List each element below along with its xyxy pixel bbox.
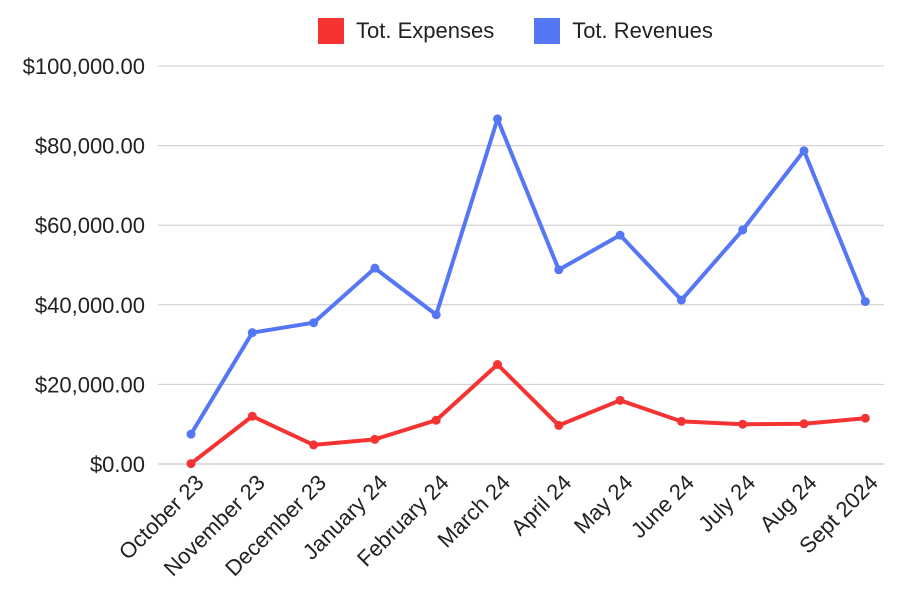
legend-swatch-revenues — [534, 18, 561, 44]
legend-label-revenues: Tot. Revenues — [572, 18, 713, 43]
legend: Tot. Expenses Tot. Revenues — [318, 18, 713, 44]
y-tick-label: $100,000.00 — [23, 54, 145, 79]
data-point-0 — [493, 360, 502, 369]
legend-item-revenues: Tot. Revenues — [534, 18, 713, 44]
data-point-1 — [370, 263, 380, 273]
data-point-1 — [554, 265, 564, 275]
data-point-1 — [247, 328, 257, 338]
data-point-0 — [738, 419, 748, 429]
y-tick-label: $0.00 — [90, 452, 145, 477]
y-tick-label: $40,000.00 — [35, 293, 145, 318]
series-line-1 — [189, 116, 868, 437]
legend-item-expenses: Tot. Expenses — [318, 18, 494, 44]
data-point-1 — [615, 230, 625, 240]
legend-label-expenses: Tot. Expenses — [356, 18, 495, 43]
data-point-0 — [799, 419, 809, 429]
x-tick-label: May 24 — [569, 470, 638, 539]
data-point-1 — [738, 225, 748, 235]
data-point-0 — [186, 459, 196, 469]
data-point-0 — [676, 416, 686, 426]
data-point-0 — [615, 395, 625, 405]
data-point-1 — [676, 295, 686, 305]
data-point-0 — [309, 440, 319, 450]
data-point-0 — [247, 411, 257, 421]
data-point-1 — [860, 297, 870, 307]
data-point-1 — [493, 114, 502, 124]
x-tick-label: April 24 — [506, 470, 576, 540]
data-point-1 — [799, 146, 809, 156]
legend-swatch-expenses — [318, 18, 344, 44]
series-line-0 — [189, 362, 868, 466]
data-point-1 — [186, 429, 196, 439]
y-tick-label: $60,000.00 — [35, 213, 145, 238]
data-point-0 — [860, 413, 870, 423]
data-point-0 — [370, 434, 380, 444]
data-point-1 — [431, 310, 441, 320]
y-tick-label: $80,000.00 — [35, 134, 145, 159]
x-tick-label: July 24 — [693, 470, 760, 537]
data-point-0 — [431, 415, 441, 425]
data-point-0 — [554, 420, 564, 430]
x-tick-label: June 24 — [626, 470, 699, 543]
data-point-1 — [309, 318, 319, 328]
y-tick-label: $20,000.00 — [35, 372, 145, 397]
